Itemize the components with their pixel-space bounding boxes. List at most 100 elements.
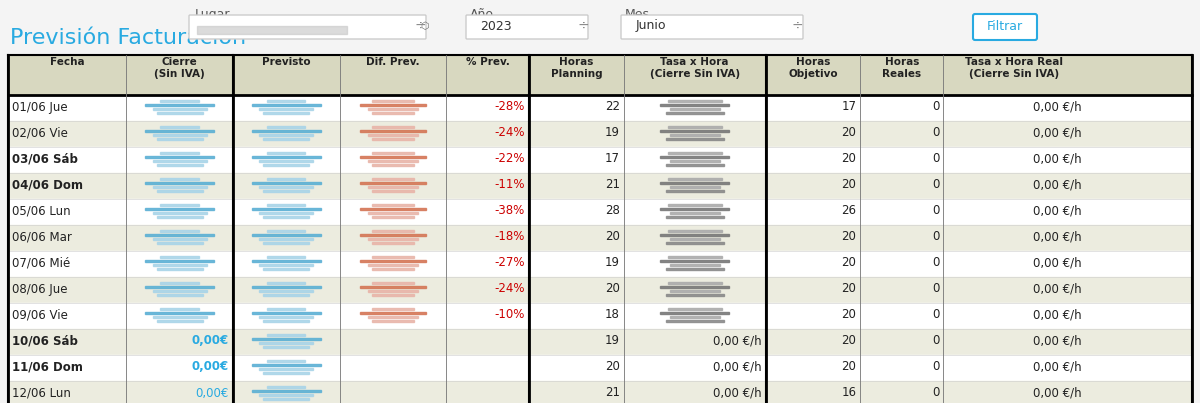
- Text: Lugar: Lugar: [194, 8, 230, 21]
- Text: 20: 20: [841, 361, 857, 374]
- Bar: [360, 208, 426, 210]
- Bar: [670, 238, 720, 240]
- Bar: [152, 212, 206, 214]
- Bar: [263, 164, 310, 166]
- Text: 20: 20: [841, 127, 857, 139]
- Text: 0,00 €/h: 0,00 €/h: [1033, 334, 1081, 347]
- Bar: [372, 294, 414, 296]
- Text: 22: 22: [605, 100, 619, 114]
- Bar: [252, 104, 320, 106]
- Text: 0: 0: [932, 127, 940, 139]
- Bar: [263, 112, 310, 114]
- Bar: [259, 342, 313, 344]
- Bar: [367, 134, 418, 136]
- Bar: [259, 108, 313, 110]
- Text: 10/06 Sáb: 10/06 Sáb: [12, 334, 78, 347]
- Bar: [8, 381, 1192, 403]
- Bar: [259, 212, 313, 214]
- Text: 0: 0: [932, 386, 940, 399]
- Bar: [156, 294, 203, 296]
- Bar: [266, 126, 306, 128]
- Bar: [667, 308, 721, 310]
- Bar: [259, 186, 313, 188]
- Text: 0: 0: [932, 283, 940, 295]
- Text: 12/06 Lun: 12/06 Lun: [12, 386, 71, 399]
- Text: 20: 20: [841, 152, 857, 166]
- Text: 17: 17: [605, 152, 619, 166]
- Text: -24%: -24%: [494, 127, 524, 139]
- Bar: [145, 286, 215, 288]
- Bar: [8, 173, 1192, 199]
- Text: 0,00 €/h: 0,00 €/h: [713, 386, 762, 399]
- Text: 20: 20: [841, 256, 857, 270]
- Bar: [360, 312, 426, 314]
- Bar: [252, 234, 320, 236]
- Text: ÷: ÷: [791, 19, 803, 33]
- Bar: [367, 212, 418, 214]
- Bar: [145, 260, 215, 262]
- Bar: [372, 216, 414, 218]
- Bar: [152, 290, 206, 292]
- Text: 0,00 €/h: 0,00 €/h: [713, 334, 762, 347]
- Text: Horas
Planning: Horas Planning: [551, 57, 602, 79]
- Bar: [145, 208, 215, 210]
- Bar: [667, 100, 721, 102]
- Text: 08/06 Jue: 08/06 Jue: [12, 283, 67, 295]
- Bar: [667, 282, 721, 284]
- Text: -22%: -22%: [494, 152, 524, 166]
- Bar: [145, 104, 215, 106]
- Bar: [372, 126, 414, 128]
- Text: 0,00€: 0,00€: [192, 334, 229, 347]
- Bar: [667, 152, 721, 154]
- Text: 19: 19: [605, 256, 619, 270]
- Text: % Prev.: % Prev.: [466, 57, 510, 67]
- Bar: [8, 355, 1192, 381]
- Bar: [367, 290, 418, 292]
- Text: 0,00 €/h: 0,00 €/h: [1033, 386, 1081, 399]
- Text: 09/06 Vie: 09/06 Vie: [12, 309, 68, 322]
- Bar: [263, 320, 310, 322]
- Bar: [8, 199, 1192, 225]
- Text: 0,00€: 0,00€: [192, 361, 229, 374]
- Bar: [259, 316, 313, 318]
- Text: 07/06 Mié: 07/06 Mié: [12, 256, 71, 270]
- Bar: [152, 186, 206, 188]
- Text: Junio: Junio: [636, 19, 666, 33]
- Text: 0: 0: [932, 231, 940, 243]
- Text: -28%: -28%: [494, 100, 524, 114]
- Bar: [8, 303, 1192, 329]
- Bar: [8, 277, 1192, 303]
- Text: 0,00 €/h: 0,00 €/h: [713, 361, 762, 374]
- Bar: [161, 256, 199, 258]
- FancyBboxPatch shape: [190, 15, 426, 39]
- Bar: [266, 360, 306, 362]
- Bar: [156, 320, 203, 322]
- Text: Mes: Mes: [625, 8, 650, 21]
- Bar: [145, 156, 215, 158]
- Bar: [666, 138, 724, 140]
- Bar: [372, 190, 414, 192]
- Bar: [360, 130, 426, 132]
- Bar: [259, 160, 313, 162]
- Bar: [372, 230, 414, 232]
- Bar: [259, 368, 313, 370]
- Bar: [8, 147, 1192, 173]
- Bar: [152, 108, 206, 110]
- Bar: [161, 152, 199, 154]
- Bar: [263, 346, 310, 348]
- Text: -27%: -27%: [494, 256, 524, 270]
- Bar: [266, 334, 306, 336]
- Text: 02/06 Vie: 02/06 Vie: [12, 127, 68, 139]
- Bar: [145, 312, 215, 314]
- Bar: [263, 216, 310, 218]
- Bar: [152, 160, 206, 162]
- Bar: [367, 316, 418, 318]
- Bar: [667, 178, 721, 180]
- Text: 0,00 €/h: 0,00 €/h: [1033, 127, 1081, 139]
- Text: 26: 26: [841, 204, 857, 218]
- Text: Tasa x Hora
(Cierre Sin IVA): Tasa x Hora (Cierre Sin IVA): [649, 57, 739, 79]
- Bar: [666, 268, 724, 270]
- Text: 20: 20: [841, 283, 857, 295]
- FancyBboxPatch shape: [622, 15, 803, 39]
- Text: 0: 0: [932, 100, 940, 114]
